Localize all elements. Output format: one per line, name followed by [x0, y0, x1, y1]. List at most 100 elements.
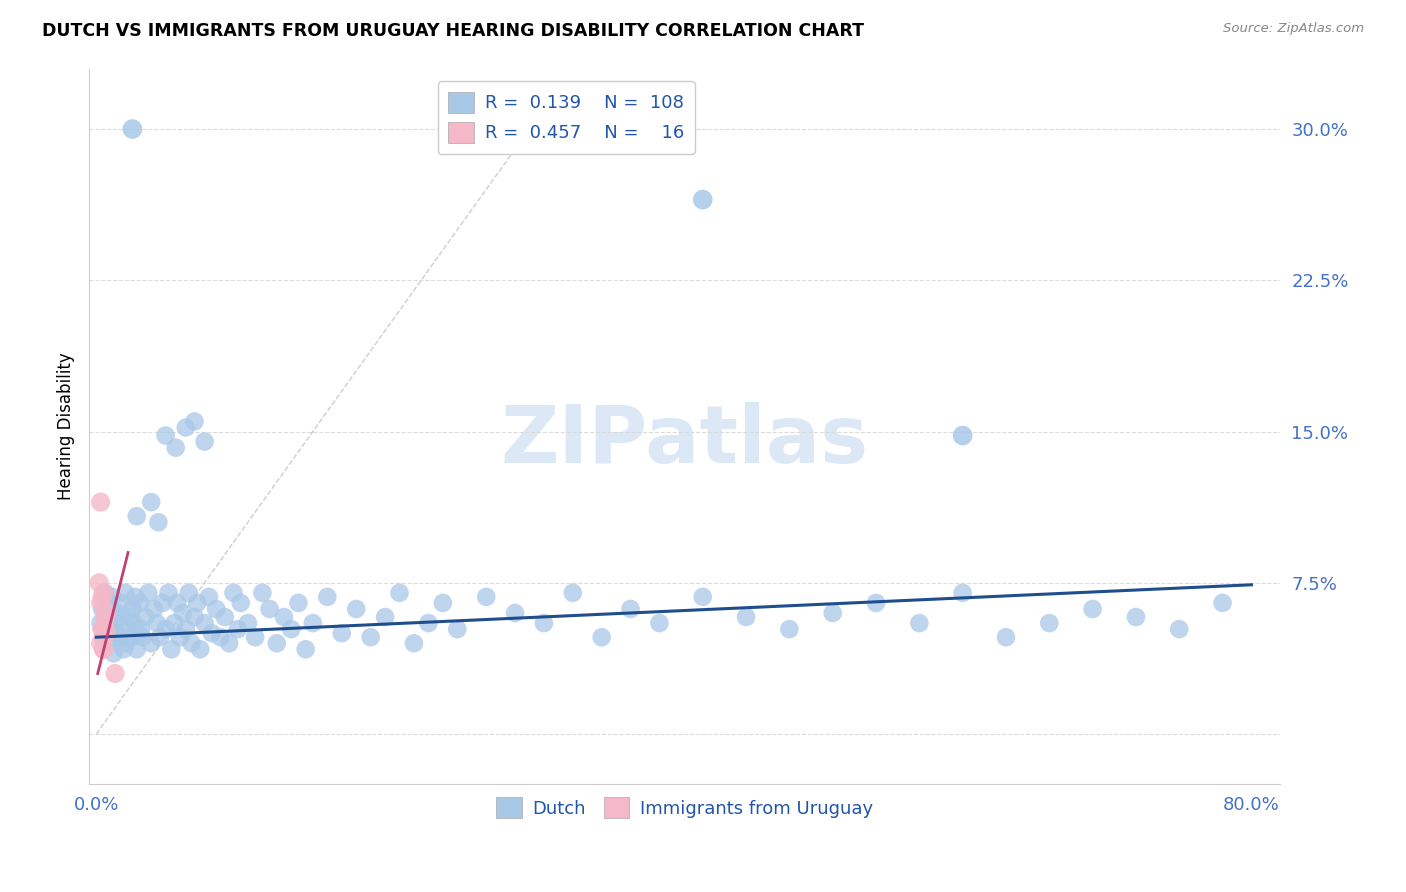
Point — [114, 586, 136, 600]
Point — [112, 642, 135, 657]
Point — [104, 666, 127, 681]
Point — [218, 636, 240, 650]
Point — [1081, 602, 1104, 616]
Point — [205, 602, 228, 616]
Point — [591, 630, 613, 644]
Text: Source: ZipAtlas.com: Source: ZipAtlas.com — [1223, 22, 1364, 36]
Point — [91, 622, 114, 636]
Point — [91, 602, 114, 616]
Point — [692, 590, 714, 604]
Point — [1212, 596, 1234, 610]
Point — [778, 622, 800, 636]
Point — [134, 610, 156, 624]
Point — [149, 630, 172, 644]
Point — [141, 495, 163, 509]
Point — [100, 622, 122, 636]
Point — [330, 626, 353, 640]
Point — [503, 606, 526, 620]
Point — [446, 622, 468, 636]
Point — [432, 596, 454, 610]
Point — [103, 646, 125, 660]
Point — [198, 590, 221, 604]
Point — [183, 610, 205, 624]
Point — [169, 630, 191, 644]
Point — [93, 642, 115, 657]
Point — [236, 616, 259, 631]
Point — [101, 590, 124, 604]
Point — [124, 590, 146, 604]
Point — [692, 193, 714, 207]
Point — [648, 616, 671, 631]
Point — [186, 596, 208, 610]
Point — [108, 630, 131, 644]
Point — [90, 616, 112, 631]
Point — [252, 586, 274, 600]
Point — [96, 610, 118, 624]
Point — [90, 636, 112, 650]
Point — [115, 636, 138, 650]
Point — [163, 616, 186, 631]
Point — [994, 630, 1017, 644]
Point — [229, 596, 252, 610]
Point — [157, 586, 180, 600]
Point — [402, 636, 425, 650]
Point — [129, 622, 152, 636]
Point — [952, 428, 974, 442]
Point — [294, 642, 316, 657]
Point — [143, 602, 166, 616]
Point — [98, 596, 121, 610]
Point — [97, 636, 120, 650]
Point — [561, 586, 583, 600]
Y-axis label: Hearing Disability: Hearing Disability — [58, 352, 75, 500]
Point — [533, 616, 555, 631]
Point — [160, 642, 183, 657]
Point — [273, 610, 295, 624]
Point — [418, 616, 440, 631]
Point — [1038, 616, 1060, 631]
Point — [174, 420, 197, 434]
Point — [91, 590, 114, 604]
Point — [172, 606, 194, 620]
Point — [226, 622, 249, 636]
Point — [148, 515, 170, 529]
Point — [619, 602, 641, 616]
Point — [388, 586, 411, 600]
Text: DUTCH VS IMMIGRANTS FROM URUGUAY HEARING DISABILITY CORRELATION CHART: DUTCH VS IMMIGRANTS FROM URUGUAY HEARING… — [42, 22, 865, 40]
Point — [360, 630, 382, 644]
Point — [125, 642, 148, 657]
Point — [243, 630, 266, 644]
Point — [96, 606, 118, 620]
Point — [110, 610, 132, 624]
Point — [120, 630, 142, 644]
Point — [93, 642, 115, 657]
Point — [865, 596, 887, 610]
Point — [93, 630, 115, 644]
Point — [180, 636, 202, 650]
Legend: Dutch, Immigrants from Uruguay: Dutch, Immigrants from Uruguay — [489, 790, 880, 825]
Point — [104, 616, 127, 631]
Point — [188, 642, 211, 657]
Point — [96, 626, 118, 640]
Point — [280, 622, 302, 636]
Point — [344, 602, 367, 616]
Point — [194, 616, 217, 631]
Point — [222, 586, 245, 600]
Point — [141, 636, 163, 650]
Point — [194, 434, 217, 449]
Point — [93, 586, 115, 600]
Point — [94, 610, 117, 624]
Point — [174, 622, 197, 636]
Point — [155, 428, 177, 442]
Point — [287, 596, 309, 610]
Point — [177, 586, 200, 600]
Text: ZIPatlas: ZIPatlas — [501, 401, 869, 480]
Point — [374, 610, 396, 624]
Point — [908, 616, 931, 631]
Point — [127, 626, 149, 640]
Point — [117, 622, 139, 636]
Point — [952, 586, 974, 600]
Point — [93, 630, 115, 644]
Point — [259, 602, 281, 616]
Point — [94, 616, 117, 631]
Point — [107, 626, 129, 640]
